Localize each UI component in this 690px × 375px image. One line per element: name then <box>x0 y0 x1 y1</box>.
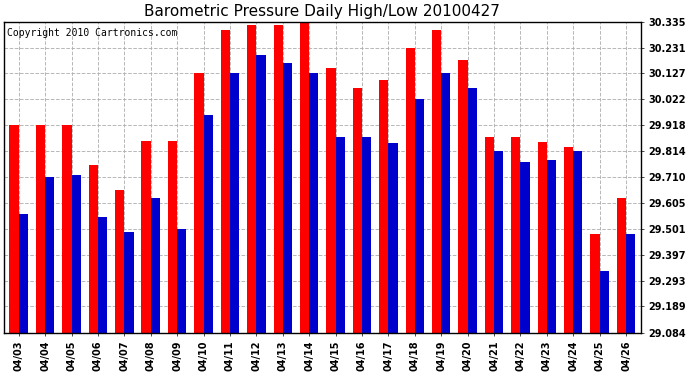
Bar <box>335 137 345 333</box>
Bar <box>485 137 494 333</box>
Bar <box>45 177 55 333</box>
Bar <box>591 234 600 333</box>
Bar <box>257 55 266 333</box>
Bar <box>353 88 362 333</box>
Bar <box>283 63 292 333</box>
Bar <box>98 217 107 333</box>
Bar <box>230 74 239 333</box>
Bar <box>547 160 556 333</box>
Bar <box>406 48 415 333</box>
Bar <box>362 137 371 333</box>
Bar <box>177 229 186 333</box>
Bar <box>388 144 397 333</box>
Bar <box>150 198 160 333</box>
Bar <box>494 151 503 333</box>
Bar <box>19 214 28 333</box>
Bar <box>564 147 573 333</box>
Bar <box>617 198 626 333</box>
Bar <box>247 26 257 333</box>
Bar <box>62 125 72 333</box>
Bar <box>441 74 451 333</box>
Bar <box>72 174 81 333</box>
Bar <box>573 151 582 333</box>
Bar <box>89 165 98 333</box>
Bar <box>326 68 335 333</box>
Bar <box>432 30 441 333</box>
Bar <box>141 141 150 333</box>
Bar <box>115 190 124 333</box>
Bar <box>511 137 520 333</box>
Bar <box>10 125 19 333</box>
Text: Copyright 2010 Cartronics.com: Copyright 2010 Cartronics.com <box>8 28 178 38</box>
Bar <box>379 80 388 333</box>
Bar <box>300 22 309 333</box>
Bar <box>168 141 177 333</box>
Bar <box>468 88 477 333</box>
Title: Barometric Pressure Daily High/Low 20100427: Barometric Pressure Daily High/Low 20100… <box>144 4 500 19</box>
Bar <box>626 234 635 333</box>
Bar <box>36 125 45 333</box>
Bar <box>458 60 468 333</box>
Bar <box>520 162 530 333</box>
Bar <box>204 115 213 333</box>
Bar <box>273 26 283 333</box>
Bar <box>415 99 424 333</box>
Bar <box>309 74 318 333</box>
Bar <box>221 30 230 333</box>
Bar <box>124 232 134 333</box>
Bar <box>538 142 547 333</box>
Bar <box>600 272 609 333</box>
Bar <box>195 74 204 333</box>
